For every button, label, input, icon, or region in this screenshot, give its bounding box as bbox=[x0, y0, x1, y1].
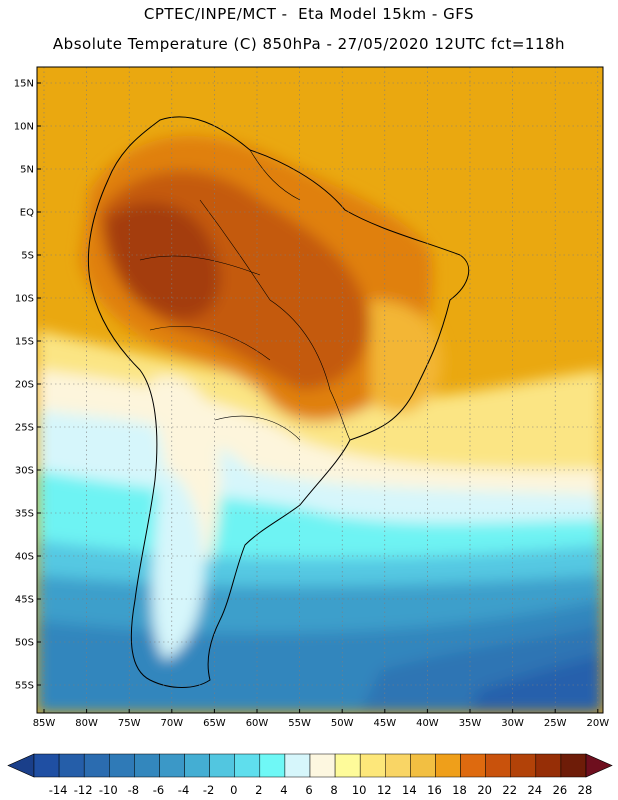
colorbar-swatch bbox=[510, 753, 537, 778]
colorbar-swatch bbox=[284, 753, 311, 778]
hot-region-3 bbox=[105, 202, 220, 320]
colorbar-swatch bbox=[83, 753, 110, 778]
andes-ice bbox=[152, 470, 205, 660]
title-line-1: CPTEC/INPE/MCT - Eta Model 15km - GFS bbox=[143, 5, 475, 23]
lon-label: 60W bbox=[246, 718, 269, 729]
lat-label: 5S bbox=[21, 251, 34, 262]
colorbar-swatch bbox=[535, 753, 562, 778]
colorbar-swatch bbox=[184, 753, 210, 778]
lon-label: 65W bbox=[203, 718, 226, 729]
colorbar-tick-label: 22 bbox=[502, 783, 517, 797]
country-borders bbox=[139, 149, 351, 441]
colorbar-tick-label: 12 bbox=[377, 783, 392, 797]
lon-label: 35W bbox=[459, 718, 482, 729]
lat-label: 50S bbox=[15, 638, 34, 649]
colorbar-swatch bbox=[385, 753, 411, 778]
warm-northeast bbox=[370, 300, 442, 414]
latitude-labels: 15N 10N 5N EQ 5S 10S 15S 20S 25S 30S 35S 40S 45S 50S 5… bbox=[14, 79, 34, 692]
colorbar-swatch bbox=[410, 753, 436, 778]
lat-label: 35S bbox=[15, 509, 34, 520]
lon-label: 55W bbox=[288, 718, 311, 729]
colorbar-tick-label: -8 bbox=[128, 783, 139, 797]
colorbar-swatch bbox=[209, 753, 235, 778]
lat-label: EQ bbox=[20, 208, 34, 219]
lon-label: 20W bbox=[586, 718, 609, 729]
lon-label: 85W bbox=[33, 718, 56, 729]
colorbar-tick-label: 20 bbox=[477, 783, 492, 797]
lat-label: 10N bbox=[14, 122, 34, 133]
lat-label: 30S bbox=[15, 466, 34, 477]
colorbar-tick-label: -12 bbox=[74, 783, 93, 797]
colorbar-swatch bbox=[109, 753, 135, 778]
lat-label: 40S bbox=[15, 552, 34, 563]
colorbar-tick-label: -10 bbox=[99, 783, 118, 797]
band-blue-4 bbox=[470, 655, 603, 713]
lat-label: 55S bbox=[15, 681, 34, 692]
colorbar-tick-label: 6 bbox=[305, 783, 312, 797]
lat-label: 15N bbox=[14, 79, 34, 90]
colorbar-swatch bbox=[159, 753, 185, 778]
colorbar-swatch bbox=[259, 753, 286, 778]
lat-label: 45S bbox=[15, 595, 34, 606]
colorbar-swatch bbox=[334, 753, 361, 778]
colorbar-under-arrow bbox=[7, 753, 35, 778]
colorbar-swatch bbox=[460, 753, 486, 778]
colorbar-tick-label: 28 bbox=[578, 783, 593, 797]
temperature-bands bbox=[37, 136, 603, 713]
colorbar-swatch bbox=[560, 753, 587, 778]
colorbar-tick-label: 24 bbox=[527, 783, 542, 797]
andes-cream bbox=[150, 376, 221, 560]
lat-label: 5N bbox=[20, 165, 34, 176]
lat-label: 10S bbox=[15, 294, 34, 305]
colorbar-swatch bbox=[234, 753, 261, 778]
lon-label: 45W bbox=[373, 718, 396, 729]
colorbar-tick-label: -4 bbox=[178, 783, 189, 797]
lon-label: 75W bbox=[118, 718, 141, 729]
colorbar-tick-label: 2 bbox=[255, 783, 262, 797]
colorbar-tick-label: 14 bbox=[402, 783, 417, 797]
colorbar-tick-label: 4 bbox=[280, 783, 287, 797]
colorbar bbox=[7, 753, 613, 778]
colorbar-tick-label: 10 bbox=[352, 783, 367, 797]
lat-label: 20S bbox=[15, 380, 34, 391]
colorbar-swatch bbox=[485, 753, 511, 778]
lat-label: 25S bbox=[15, 423, 34, 434]
lon-label: 80W bbox=[75, 718, 98, 729]
colorbar-tick-label: 16 bbox=[427, 783, 442, 797]
lon-label: 50W bbox=[331, 718, 354, 729]
lon-label: 40W bbox=[416, 718, 439, 729]
lon-label: 30W bbox=[501, 718, 524, 729]
lat-label: 15S bbox=[15, 337, 34, 348]
colorbar-swatch bbox=[359, 753, 386, 778]
colorbar-tick-label: 0 bbox=[230, 783, 237, 797]
title-line-2: Absolute Temperature (C) 850hPa - 27/05/… bbox=[52, 35, 566, 53]
colorbar-tick-label: 8 bbox=[330, 783, 337, 797]
colorbar-swatch bbox=[309, 753, 336, 778]
map-frame bbox=[36, 66, 604, 714]
coastline bbox=[87, 116, 470, 688]
colorbar-tick-label: -6 bbox=[153, 783, 164, 797]
colorbar-swatch bbox=[58, 753, 85, 778]
colorbar-labels: -14 -12 -10 -8 -6 -4 -2 0 2 4 6 8 10 12 14 16 18 20 22 24 26… bbox=[49, 783, 593, 797]
lon-label: 70W bbox=[160, 718, 183, 729]
colorbar-tick-label: -14 bbox=[49, 783, 68, 797]
colorbar-swatch bbox=[134, 753, 160, 778]
colorbar-tick-label: -2 bbox=[203, 783, 214, 797]
colorbar-over-arrow bbox=[585, 753, 613, 778]
map-field bbox=[37, 67, 603, 713]
colorbar-tick-label: 18 bbox=[452, 783, 467, 797]
colorbar-swatch bbox=[33, 753, 60, 778]
lon-label: 25W bbox=[544, 718, 567, 729]
longitude-labels: 85W 80W 75W 70W 65W 60W 55W 50W 45W 40W 35W 30W 25W 2… bbox=[33, 718, 610, 729]
axis-ticks bbox=[37, 82, 599, 713]
colorbar-tick-label: 26 bbox=[553, 783, 568, 797]
colorbar-swatch bbox=[435, 753, 461, 778]
